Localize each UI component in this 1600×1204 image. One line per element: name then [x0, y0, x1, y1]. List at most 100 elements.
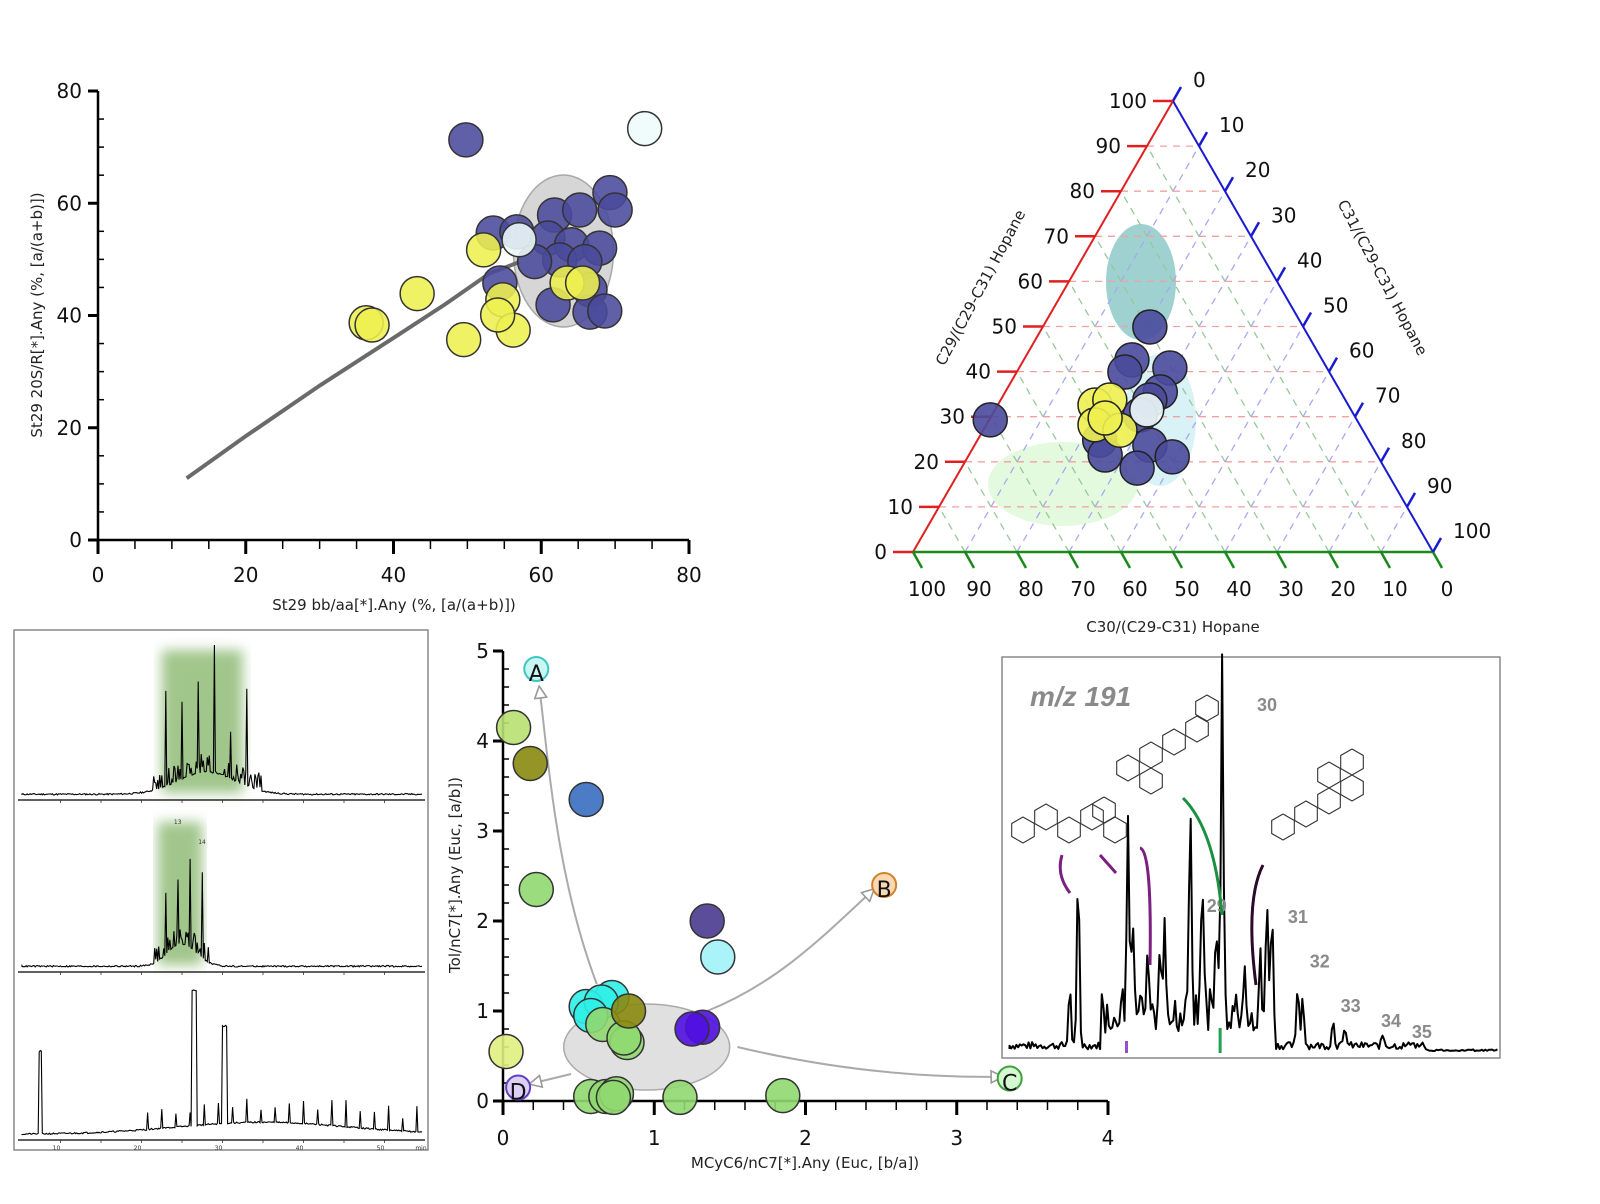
- arrow-purple-2-icon: [1098, 854, 1118, 874]
- right-axis-tick: [1275, 266, 1287, 283]
- time-tick-label: min: [415, 1145, 427, 1152]
- chromatogram-trace: [21, 644, 423, 796]
- mass-chromatogram-frame: [1001, 656, 1501, 1059]
- left-axis-tick-label: 80: [1070, 179, 1095, 203]
- left-axis-tick-label: 70: [1044, 224, 1069, 248]
- x-tick-label: 40: [381, 563, 406, 587]
- data-point: [568, 781, 604, 818]
- chromatogram-frame: [13, 629, 429, 1151]
- time-tick-label: 10: [53, 1145, 61, 1152]
- oleanane-structure-icon: [1139, 767, 1163, 795]
- x-tick-label: 3: [950, 1126, 963, 1150]
- data-point-blue: [1107, 354, 1143, 390]
- x-axis-label: MCyC6/nC7[*].Any (Euc, [b/a]): [691, 1154, 919, 1172]
- right-axis-tick-label: 30: [1271, 203, 1296, 227]
- endmember-C-label: C: [1002, 1072, 1017, 1097]
- x-axis-label: St29 bb/aa[*].Any (%, [a/(a+b)]): [272, 596, 516, 614]
- bottom-axis-tick-label: 30: [1278, 577, 1303, 601]
- time-tick-label: 50: [377, 1145, 385, 1152]
- data-point: [595, 1079, 632, 1116]
- data-point-yellow: [479, 297, 516, 333]
- right-axis-tick: [1197, 131, 1209, 147]
- trend-curve: [185, 260, 520, 480]
- bottom-axis-label: C30/(C29-C31) Hopane: [1086, 618, 1260, 636]
- data-point-blue: [1154, 439, 1190, 475]
- peak-label-29: 29: [1207, 896, 1227, 916]
- bottom-axis-tick: [1275, 551, 1288, 569]
- x-tick-label: 60: [529, 563, 554, 587]
- arrow-dark-icon: [1250, 864, 1265, 986]
- right-axis-tick-label: 70: [1375, 384, 1400, 408]
- data-point-yellow: [465, 232, 502, 268]
- gammacerane-like-structure-icon: [1103, 816, 1127, 844]
- data-point-blue: [1132, 309, 1168, 345]
- y-axis-label: Tol/nC7[*].Any (Euc, [a/b]): [446, 777, 464, 974]
- grid-line-c30: [964, 461, 1018, 553]
- x-tick-label: 1: [648, 1126, 661, 1150]
- bottom-axis-tick: [963, 551, 976, 569]
- data-point: [610, 993, 647, 1029]
- peak-label: 14: [198, 839, 206, 846]
- y-tick-label: 60: [57, 191, 82, 215]
- grid-line-c30: [1016, 371, 1122, 553]
- x-tick-label: 20: [233, 563, 258, 587]
- data-point: [518, 871, 555, 908]
- x-tick-label: 0: [497, 1126, 510, 1150]
- right-axis-tick-label: 100: [1453, 519, 1491, 543]
- bottom-axis-tick: [1223, 551, 1236, 569]
- peak-label-30: 30: [1257, 695, 1277, 715]
- data-point: [512, 745, 548, 782]
- y-tick-label: 2: [476, 909, 489, 933]
- bottom-axis-tick: [911, 551, 924, 569]
- hopane-structure-icon: [1340, 748, 1364, 776]
- right-axis-tick: [1171, 86, 1183, 102]
- y-tick-label: 40: [57, 304, 82, 328]
- oleanane-structure-icon: [1195, 694, 1219, 722]
- data-point: [495, 709, 532, 746]
- y-tick-label: 0: [476, 1089, 489, 1113]
- left-axis-tick-label: 0: [874, 540, 887, 564]
- mz191-mass-chromatogram: m/z 191 29 30 31 32 33 34 35: [1001, 653, 1501, 1059]
- bottom-axis-tick: [1171, 551, 1184, 569]
- y-tick-label: 1: [476, 999, 489, 1023]
- data-point-blue: [972, 402, 1008, 438]
- bottom-axis-tick-label: 70: [1070, 577, 1095, 601]
- data-point-yellow: [445, 321, 482, 358]
- peak-label: 13: [174, 819, 182, 826]
- data-point-yellow: [354, 307, 390, 343]
- peak-label-32: 32: [1310, 952, 1330, 972]
- grid-line-c31: [1380, 506, 1408, 553]
- right-axis-tick: [1353, 402, 1365, 418]
- right-axis-tick-label: 80: [1401, 429, 1426, 453]
- peak-label-35: 35: [1412, 1022, 1432, 1042]
- right-axis-tick-label: 0: [1193, 68, 1206, 92]
- endmember-D-marker: [505, 1074, 532, 1101]
- data-point: [662, 1079, 698, 1116]
- grid-line-c31: [964, 145, 1200, 553]
- data-point: [674, 1011, 710, 1047]
- y-tick-label: 5: [476, 639, 489, 663]
- right-axis-tick-label: 10: [1219, 113, 1244, 137]
- left-axis-tick-label: 50: [992, 315, 1017, 339]
- peak-label-34: 34: [1381, 1011, 1401, 1031]
- bottom-axis-tick: [1119, 551, 1132, 569]
- mass-chromatogram-trace: [1008, 653, 1498, 1053]
- light-hydrocarbon-scatter-plot: MCyC6/nC7[*].Any (Euc, [b/a]) Tol/nC7[*]…: [446, 639, 1114, 1172]
- bottom-axis-tick-label: 10: [1382, 577, 1407, 601]
- y-tick-label: 0: [69, 528, 82, 552]
- arrow-to-B: [706, 890, 873, 1012]
- bottom-axis-tick: [1379, 551, 1392, 569]
- bottom-axis-tick: [1067, 551, 1080, 569]
- endmember-C-marker: [996, 1065, 1023, 1092]
- left-axis-tick-label: 20: [914, 450, 939, 474]
- bottom-axis-tick: [1431, 551, 1444, 569]
- data-point-blue: [597, 192, 633, 228]
- peak-label-33: 33: [1341, 996, 1361, 1016]
- x-tick-label: 80: [676, 563, 701, 587]
- arrow-green-icon: [1181, 796, 1224, 916]
- right-axis-tick: [1379, 447, 1391, 463]
- time-tick-label: 20: [134, 1145, 142, 1152]
- bottom-axis-tick-label: 90: [966, 577, 991, 601]
- right-axis-tick-label: 60: [1349, 339, 1374, 363]
- right-axis-tick-label: 40: [1297, 248, 1322, 272]
